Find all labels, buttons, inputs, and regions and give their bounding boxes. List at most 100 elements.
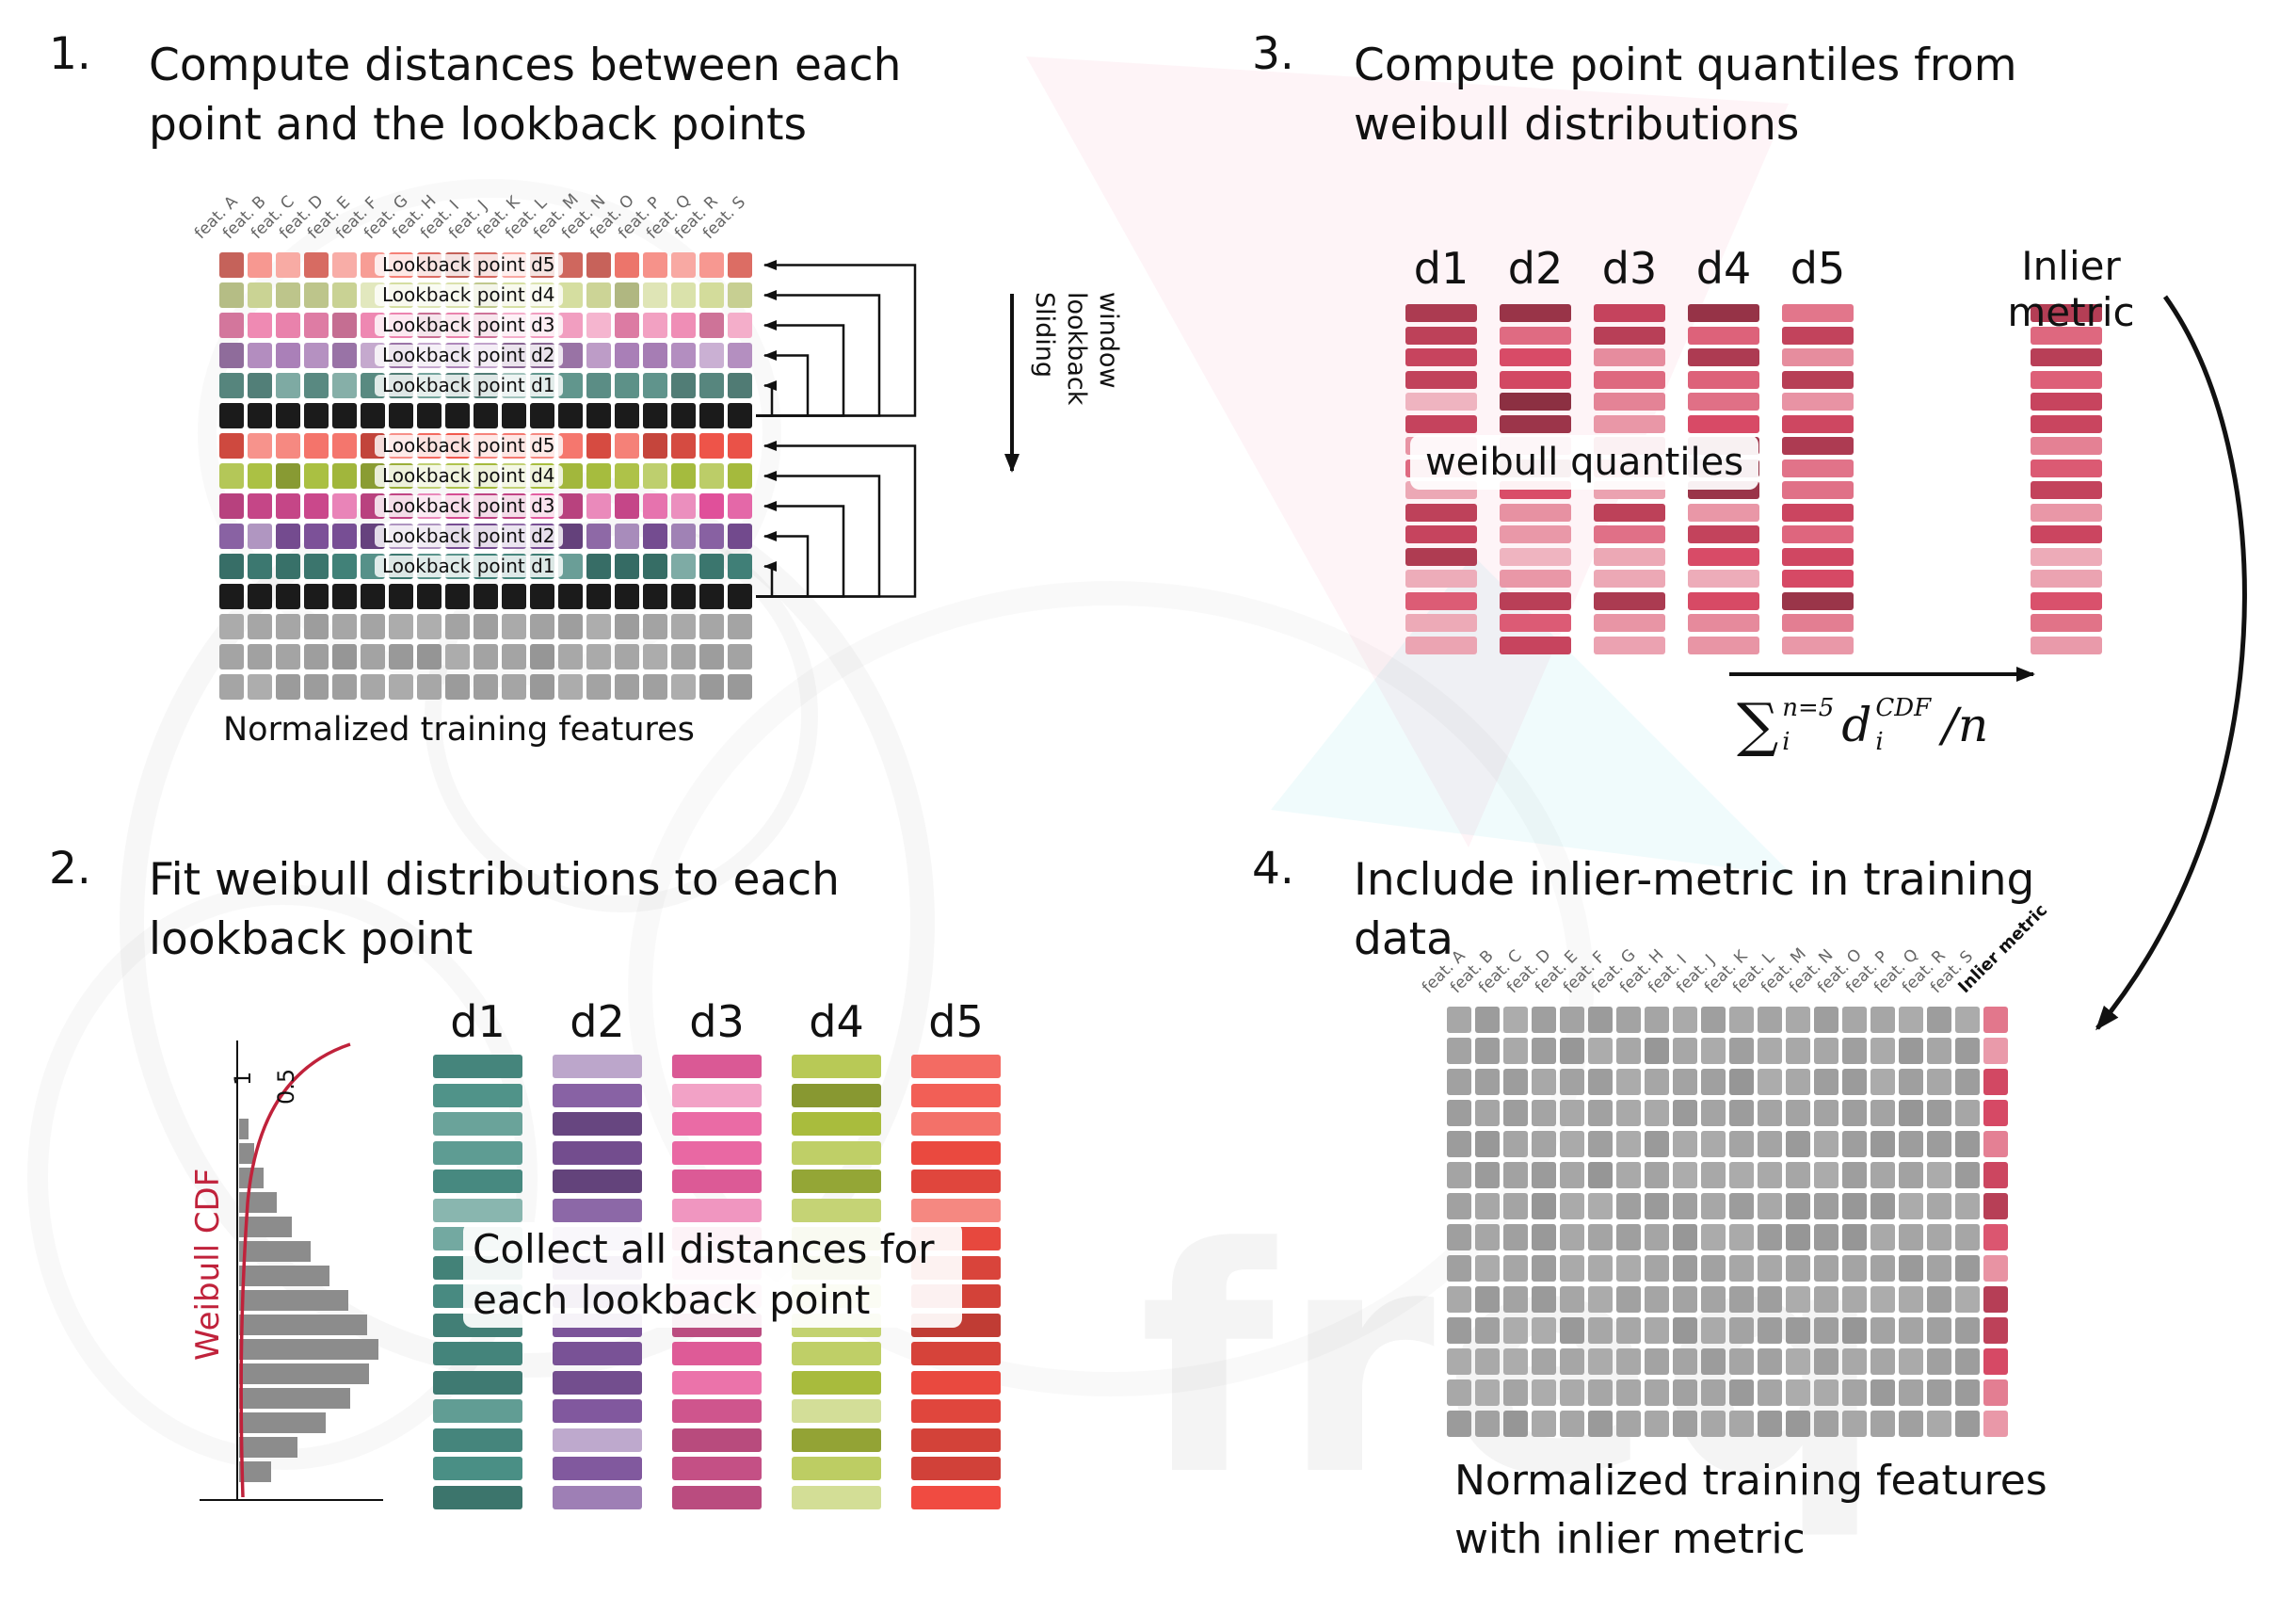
training-cell (1927, 1286, 1951, 1313)
training-cell (1447, 1069, 1471, 1095)
training-cell (1701, 1224, 1726, 1250)
quantile-bar (1594, 348, 1665, 366)
feature-cell (699, 403, 724, 428)
feature-cell (530, 614, 554, 639)
quantile-bar (1782, 459, 1854, 477)
feature-header: feat. Q (642, 191, 695, 243)
weibull-cdf-chart: 1 0.5 Weibull CDF (189, 1040, 383, 1501)
feature-cell (502, 403, 526, 428)
training-cell (1842, 1007, 1867, 1033)
distance-bar (672, 1428, 762, 1452)
quantile-bar (1594, 503, 1665, 522)
feature-cell (276, 493, 300, 519)
training-cell (1814, 1379, 1838, 1406)
feature-cell (219, 674, 244, 700)
p2-column-label: d1 (450, 996, 506, 1047)
inlier-cell (1983, 1100, 2008, 1126)
feature-cell (502, 674, 526, 700)
feature-cell (615, 433, 639, 459)
feature-cell (728, 584, 752, 609)
inlier-metric-bar (2031, 503, 2102, 522)
training-cell (1899, 1286, 1923, 1313)
lookback-row-label: Lookback point d2 (375, 345, 563, 366)
training-cell (1588, 1379, 1613, 1406)
quantile-bar (1688, 348, 1759, 366)
training-cell (1588, 1131, 1613, 1157)
inlier-cell (1983, 1411, 2008, 1437)
distance-bar (553, 1083, 642, 1107)
distance-arrow (756, 260, 917, 417)
feature-cell (502, 614, 526, 639)
training-cell (1955, 1317, 1980, 1344)
feature-cell (417, 644, 442, 669)
feature-cell (699, 313, 724, 338)
training-cell (1729, 1131, 1754, 1157)
distance-bar (911, 1170, 1001, 1193)
training-cell (1447, 1317, 1471, 1344)
quantile-bar (1594, 304, 1665, 322)
training-cell (1673, 1317, 1697, 1344)
quantile-bar (1688, 525, 1759, 543)
inlier-cell (1983, 1348, 2008, 1375)
feature-row (219, 403, 752, 428)
training-cell (1616, 1193, 1641, 1219)
inlier-metric-bar (2031, 636, 2102, 654)
training-cell (1475, 1379, 1500, 1406)
training-row (1447, 1317, 2008, 1344)
training-cell (1673, 1131, 1697, 1157)
quantile-bar (1688, 393, 1759, 411)
feature-cell (728, 433, 752, 459)
training-cell (1532, 1162, 1556, 1188)
training-cell (1955, 1348, 1980, 1375)
feature-cell (332, 584, 357, 609)
feature-cell (728, 463, 752, 489)
feature-cell (699, 554, 724, 579)
training-cell (1588, 1348, 1613, 1375)
quantile-bar (1500, 525, 1571, 543)
inlier-cell (1983, 1069, 2008, 1095)
distance-bar (792, 1428, 881, 1452)
training-cell (1447, 1255, 1471, 1282)
training-cell (1701, 1255, 1726, 1282)
training-cell (1616, 1348, 1641, 1375)
quantile-bar (1405, 414, 1477, 433)
training-cell (1447, 1007, 1471, 1033)
feature-header: feat. O (586, 191, 638, 243)
feature-cell (558, 674, 583, 700)
feature-cell (586, 524, 611, 549)
distance-bar (433, 1112, 522, 1136)
training-cell (1475, 1317, 1500, 1344)
feature-cell (219, 433, 244, 459)
training-cell (1560, 1100, 1584, 1126)
training-cell (1447, 1162, 1471, 1188)
training-cell (1955, 1162, 1980, 1188)
training-cell (1645, 1100, 1669, 1126)
quantile-bar (1405, 304, 1477, 322)
distance-bar (792, 1457, 881, 1480)
feature-header: feat. E (303, 192, 354, 243)
feature-cell (615, 282, 639, 308)
quantile-bar (1405, 348, 1477, 366)
training-cell (1729, 1348, 1754, 1375)
training-cell (1814, 1007, 1838, 1033)
feature-cell (530, 584, 554, 609)
feature-cell (671, 463, 696, 489)
training-cell (1616, 1131, 1641, 1157)
training-cell (1842, 1317, 1867, 1344)
feature-cell (615, 373, 639, 398)
p2-column-label: d3 (689, 996, 745, 1047)
distance-bar (792, 1370, 881, 1395)
feature-cell (671, 282, 696, 308)
training-cell (1871, 1411, 1895, 1437)
training-cell (1560, 1038, 1584, 1064)
quantile-bar (1782, 636, 1854, 654)
feature-cell (248, 493, 272, 519)
quantile-bar (1405, 370, 1477, 389)
feature-cell (332, 313, 357, 338)
feature-cell (276, 584, 300, 609)
training-cell (1503, 1100, 1528, 1126)
distance-bar (672, 1170, 762, 1193)
training-cell (1729, 1038, 1754, 1064)
quantile-bar (1782, 393, 1854, 411)
feature-cell (417, 584, 442, 609)
